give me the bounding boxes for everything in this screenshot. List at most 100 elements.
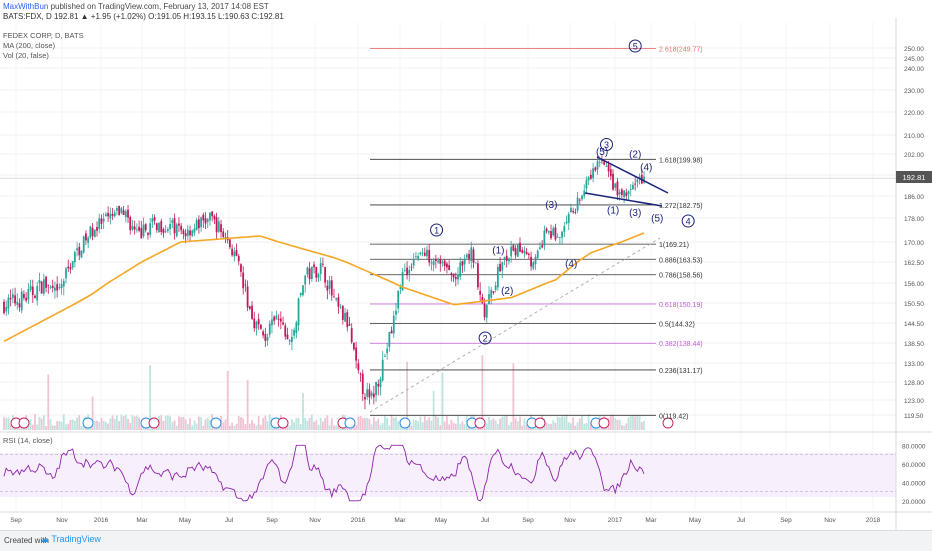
volume-bar <box>259 424 262 430</box>
price-tick-label: 220.00 <box>904 110 924 117</box>
candle-body <box>213 215 216 220</box>
candle-body <box>42 279 45 294</box>
symbol-line: BATS:FDX, D 192.81 ▲ +1.95 (+1.02%) O:19… <box>3 12 284 21</box>
vol-legend[interactable]: Vol (20, false) <box>3 51 49 60</box>
candle-body <box>251 305 253 319</box>
candle-body <box>627 191 630 195</box>
wave-label: (4) <box>565 259 577 270</box>
wave-label: (4) <box>640 163 652 174</box>
volume-bar <box>397 421 400 430</box>
volume-bar <box>627 417 630 430</box>
volume-bar <box>268 414 271 430</box>
volume-bar <box>554 422 557 430</box>
volume-bar <box>226 370 229 430</box>
volume-bar <box>609 415 612 430</box>
candle-body <box>271 319 273 326</box>
volume-bar <box>129 422 132 430</box>
candle-body <box>470 247 473 262</box>
candle-body <box>558 237 561 238</box>
volume-bar <box>640 422 643 430</box>
volume-bar <box>206 417 209 430</box>
candle-body <box>530 256 532 267</box>
volume-bar <box>623 425 625 430</box>
candle-body <box>164 230 167 232</box>
candle-body <box>499 263 501 272</box>
volume-bar <box>421 422 424 430</box>
wave-label: 4 <box>686 217 691 227</box>
volume-bar <box>634 416 637 430</box>
ma-legend[interactable]: MA (200, close) <box>3 41 56 50</box>
rsi-legend[interactable]: RSI (14, close) <box>3 436 53 445</box>
volume-bar <box>379 424 382 430</box>
volume-bar <box>54 425 56 430</box>
volume-bar <box>253 423 256 430</box>
price-tick-label: 245.00 <box>904 56 924 63</box>
volume-bar <box>550 423 552 430</box>
volume-bar <box>293 422 296 430</box>
candle-body <box>144 224 147 231</box>
rsi-tick-label: 40.0000 <box>902 480 926 487</box>
volume-bar <box>310 414 313 430</box>
candle-body <box>76 248 78 251</box>
volume-bar <box>175 425 178 430</box>
candle-body <box>401 271 404 291</box>
fib-level-label: 0.382(138.44) <box>659 341 703 348</box>
volume-bar <box>494 420 497 430</box>
candle-body <box>519 242 521 252</box>
volume-bar <box>122 416 125 430</box>
candle-body <box>109 213 112 219</box>
price-tick-label: 128.00 <box>904 380 924 387</box>
wave-label: (3) <box>629 208 641 219</box>
volume-bar <box>255 425 258 430</box>
candle-body <box>403 270 406 272</box>
volume-bar <box>625 423 628 430</box>
fib-level-label: 0.786(158.56) <box>659 273 703 280</box>
candle-body <box>288 339 291 342</box>
candle-body <box>93 229 96 238</box>
candle-body <box>149 223 152 235</box>
volume-bar <box>36 424 39 430</box>
volume-bar <box>93 421 96 430</box>
candle-body <box>310 266 313 279</box>
volume-bar <box>423 416 426 430</box>
candle-body <box>195 219 198 230</box>
candle-body <box>111 213 114 216</box>
volume-bar <box>302 393 304 430</box>
candle-body <box>541 245 544 248</box>
volume-bar <box>459 423 462 430</box>
candle-body <box>505 255 508 261</box>
candle-body <box>306 267 309 275</box>
tradingview-logo[interactable]: ☁ TradingView <box>40 534 101 544</box>
candle-body <box>215 217 218 233</box>
candle-body <box>348 324 351 326</box>
volume-bar <box>140 425 143 430</box>
candle-body <box>437 260 439 263</box>
time-tick-label: Mar <box>645 517 657 524</box>
candle-body <box>457 274 459 280</box>
time-axis: Sep Nov 2016 Mar May Jul Sep Nov 2016 Mar May Jul Se… <box>10 517 880 524</box>
volume-bar <box>76 417 78 430</box>
candle-body <box>353 343 355 350</box>
volume-bar <box>508 425 510 430</box>
last-price-tag-bg <box>896 171 932 183</box>
rsi-plot <box>0 444 896 502</box>
volume-bar <box>202 425 205 430</box>
volume-bar <box>96 420 98 430</box>
volume-bar <box>454 423 457 430</box>
candle-body <box>16 301 19 305</box>
candle-body <box>330 280 333 296</box>
candle-body <box>412 258 415 266</box>
volume-bar <box>390 414 393 430</box>
author-link[interactable]: MaxWithBun <box>3 2 49 11</box>
volume-bar <box>512 363 515 430</box>
candle-body <box>133 226 136 230</box>
volume-bar <box>264 415 267 430</box>
candle-body <box>501 262 504 271</box>
candle-body <box>609 169 612 177</box>
candle-body <box>124 211 127 218</box>
volume-bar <box>62 414 65 430</box>
volume-bar <box>299 424 302 430</box>
volume-bar <box>47 374 50 430</box>
candle-body <box>443 260 446 267</box>
volume-bar <box>58 421 61 430</box>
